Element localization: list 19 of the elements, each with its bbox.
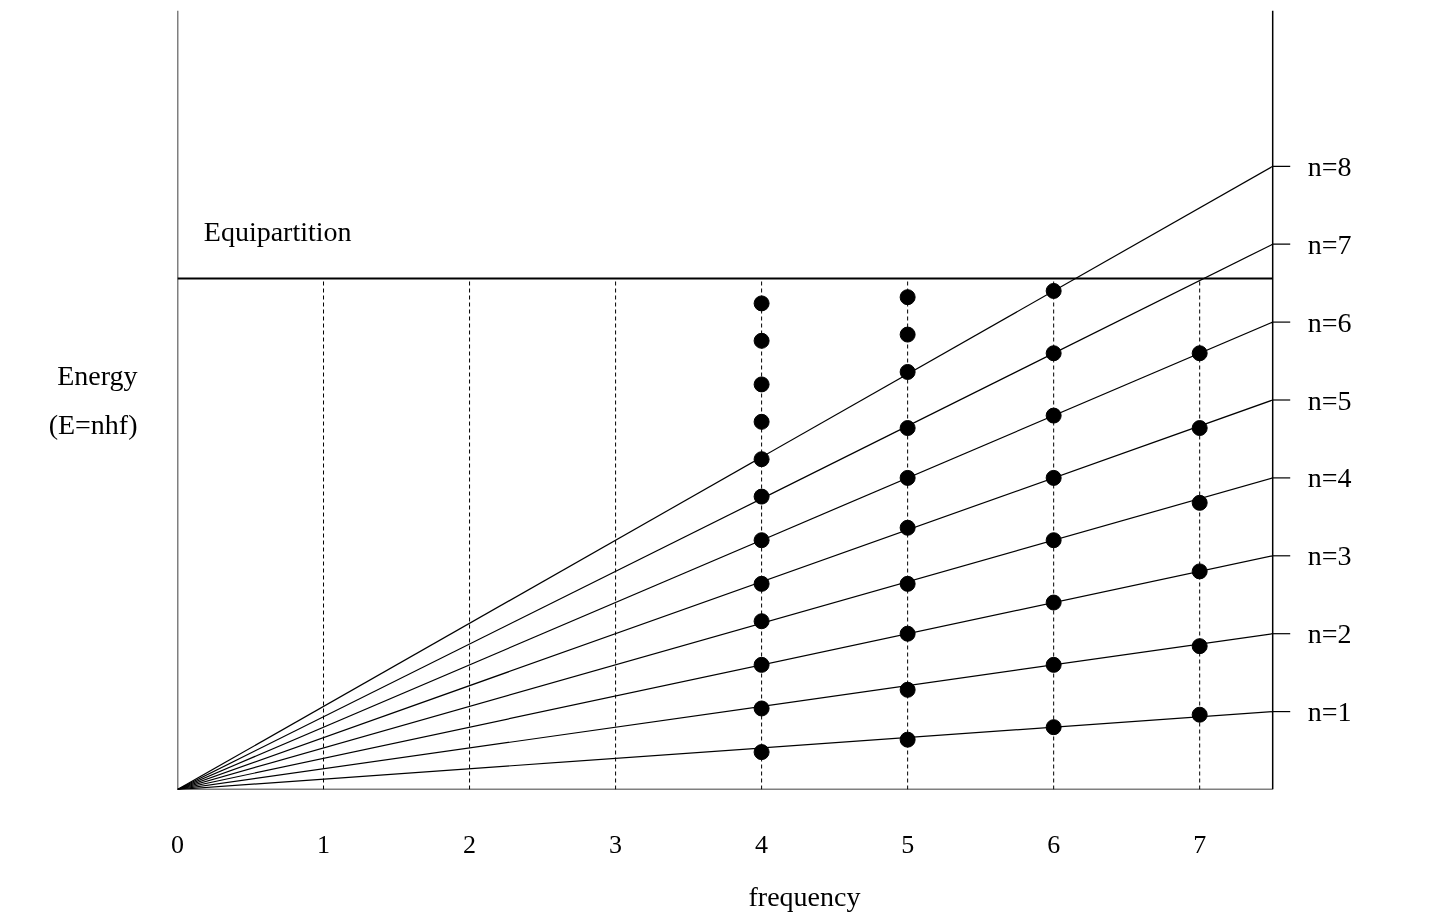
legend-label: n=7: [1307, 228, 1352, 260]
legend-label: n=3: [1307, 540, 1352, 572]
x-tick-label: 0: [171, 829, 184, 859]
x-tick-label: 3: [609, 829, 623, 859]
ref-line-label: Equipartition: [203, 216, 352, 248]
x-tick-label: 6: [1047, 829, 1061, 859]
legend-label: n=8: [1307, 150, 1352, 182]
x-tick-label: 1: [317, 829, 331, 859]
x-axis-title: frequency: [748, 880, 861, 912]
y-axis-title: Energy (E=nhf): [48, 359, 138, 441]
x-tick-label: 7: [1193, 829, 1207, 859]
legend-label: n=1: [1307, 696, 1352, 728]
x-tick-label: 4: [755, 829, 769, 859]
legend-label: n=6: [1307, 306, 1352, 338]
legend-label: n=4: [1307, 462, 1352, 494]
x-tick-label: 5: [901, 829, 915, 859]
legend-label: n=2: [1307, 618, 1352, 650]
x-tick-label: 2: [463, 829, 477, 859]
legend-label: n=5: [1307, 384, 1352, 416]
